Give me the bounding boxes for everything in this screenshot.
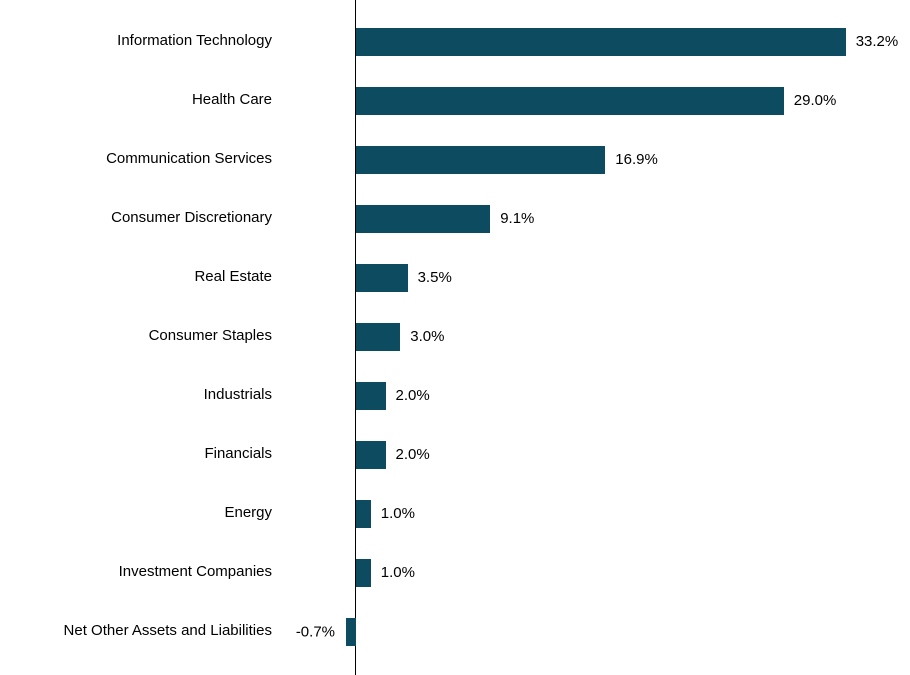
chart-row: Industrials 2.0% (0, 366, 910, 425)
chart-row: Consumer Discretionary 9.1% (0, 189, 910, 248)
bar-area: -0.7% (296, 617, 910, 646)
chart-row: Energy 1.0% (0, 484, 910, 543)
bar-area: 1.0% (356, 499, 910, 528)
value-label: 33.2% (855, 33, 899, 50)
bar (356, 381, 386, 410)
bar-area: 2.0% (356, 381, 910, 410)
value-label: 1.0% (380, 505, 415, 522)
bar-area: 16.9% (356, 145, 910, 174)
bar-area: 33.2% (356, 27, 910, 56)
bar-area: 9.1% (356, 204, 910, 233)
chart-rows: Information Technology 33.2% Health Care 29… (0, 12, 910, 661)
category-label: Industrials (203, 386, 272, 404)
category-label: Financials (204, 445, 272, 463)
chart-row: Investment Companies 1.0% (0, 543, 910, 602)
value-label: 3.5% (417, 269, 452, 286)
bar (345, 617, 356, 646)
bar (356, 86, 784, 115)
category-label: Real Estate (194, 268, 272, 286)
value-label: 2.0% (395, 387, 430, 404)
bar-area: 1.0% (356, 558, 910, 587)
bar (356, 440, 386, 469)
value-label: -0.7% (295, 623, 335, 640)
value-label: 29.0% (793, 92, 837, 109)
value-label: 9.1% (500, 210, 535, 227)
bar-area: 2.0% (356, 440, 910, 469)
chart-row: Financials 2.0% (0, 425, 910, 484)
chart-row: Health Care 29.0% (0, 71, 910, 130)
chart-row: Communication Services 16.9% (0, 130, 910, 189)
bar-area: 3.0% (356, 322, 910, 351)
y-axis-line (355, 0, 356, 675)
bar (356, 204, 491, 233)
bar (356, 263, 408, 292)
value-label: 1.0% (380, 564, 415, 581)
bar-area: 3.5% (356, 263, 910, 292)
value-label: 3.0% (410, 328, 445, 345)
value-label: 16.9% (615, 151, 658, 168)
category-label: Information Technology (117, 32, 272, 50)
category-label: Net Other Assets and Liabilities (63, 622, 272, 640)
category-label: Communication Services (106, 150, 272, 168)
bar-area: 29.0% (356, 86, 910, 115)
value-label: 2.0% (395, 446, 430, 463)
bar (356, 145, 606, 174)
chart-row: Real Estate 3.5% (0, 248, 910, 307)
bar (356, 322, 401, 351)
bar (356, 499, 371, 528)
bar (356, 558, 371, 587)
bar (356, 27, 846, 56)
category-label: Consumer Staples (148, 327, 272, 345)
chart-row: Information Technology 33.2% (0, 12, 910, 71)
category-label: Investment Companies (118, 563, 272, 581)
category-label: Energy (224, 504, 272, 522)
category-label: Health Care (191, 91, 272, 109)
chart-row: Net Other Assets and Liabilities -0.7% (0, 602, 910, 661)
category-label: Consumer Discretionary (111, 209, 272, 227)
chart-row: Consumer Staples 3.0% (0, 307, 910, 366)
